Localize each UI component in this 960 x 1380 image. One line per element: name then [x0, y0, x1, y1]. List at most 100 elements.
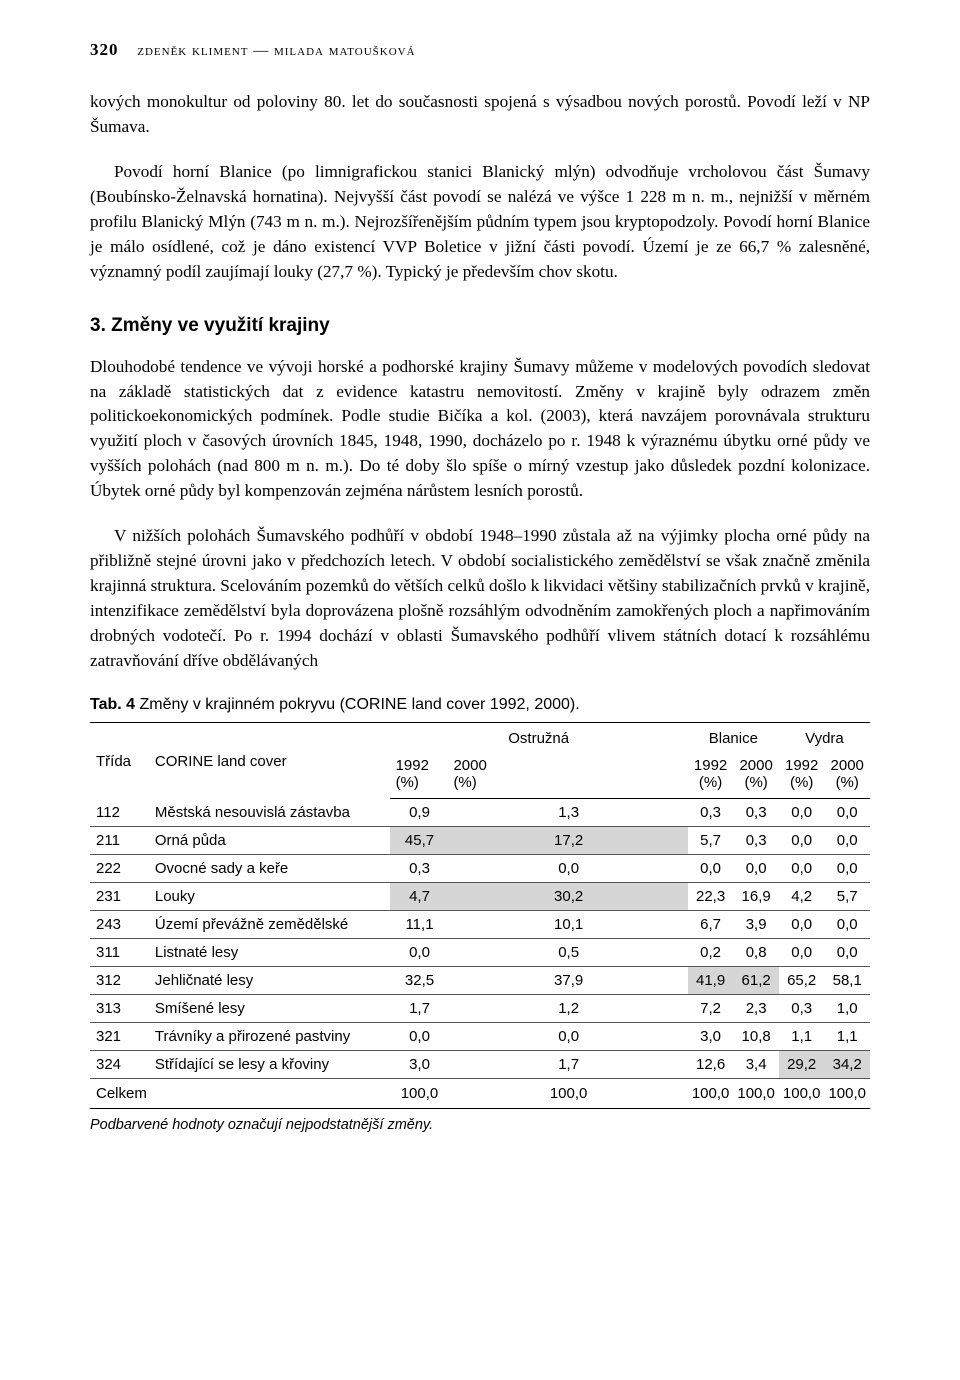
table-row: 112Městská nesouvislá zástavba0,91,30,30… — [90, 798, 870, 826]
cell-class-code: 231 — [90, 882, 151, 910]
cell-total-value: 100,0 — [779, 1078, 825, 1108]
cell-value: 0,3 — [733, 798, 779, 826]
cell-value: 0,0 — [390, 1022, 450, 1050]
cell-value: 0,2 — [688, 938, 734, 966]
cell-value: 3,0 — [688, 1022, 734, 1050]
th-year: 2000(%) — [824, 752, 870, 799]
cell-empty — [151, 1078, 390, 1108]
cell-class-name: Orná půda — [151, 826, 390, 854]
cell-value: 0,9 — [390, 798, 450, 826]
cell-value: 0,0 — [824, 938, 870, 966]
cell-value: 1,1 — [779, 1022, 825, 1050]
table-row: 243Území převážně zemědělské11,110,16,73… — [90, 910, 870, 938]
body-paragraph-2: Povodí horní Blanice (po limnigrafickou … — [90, 160, 870, 285]
cell-value: 0,0 — [824, 854, 870, 882]
cell-class-name: Městská nesouvislá zástavba — [151, 798, 390, 826]
cell-value: 0,0 — [733, 854, 779, 882]
table-row: 312Jehličnaté lesy32,537,941,961,265,258… — [90, 966, 870, 994]
cell-value: 1,7 — [449, 1050, 687, 1078]
cell-value: 61,2 — [733, 966, 779, 994]
cell-value: 2,3 — [733, 994, 779, 1022]
cell-value: 41,9 — [688, 966, 734, 994]
cell-value: 0,5 — [449, 938, 687, 966]
table-row: 231Louky4,730,222,316,94,25,7 — [90, 882, 870, 910]
cell-value: 0,0 — [449, 1022, 687, 1050]
table-row: 324Střídající se lesy a křoviny3,01,712,… — [90, 1050, 870, 1078]
cell-value: 4,7 — [390, 882, 450, 910]
cell-value: 22,3 — [688, 882, 734, 910]
cell-total-value: 100,0 — [824, 1078, 870, 1108]
body-paragraph-4: V nižších polohách Šumavského podhůří v … — [90, 524, 870, 674]
cell-value: 0,0 — [779, 938, 825, 966]
data-table: Třída CORINE land cover Ostružná Blanice… — [90, 722, 870, 1109]
cell-value: 17,2 — [449, 826, 687, 854]
cell-class-name: Střídající se lesy a křoviny — [151, 1050, 390, 1078]
cell-value: 6,7 — [688, 910, 734, 938]
cell-total-value: 100,0 — [688, 1078, 734, 1108]
cell-value: 29,2 — [779, 1050, 825, 1078]
cell-value: 0,0 — [779, 826, 825, 854]
cell-class-name: Jehličnaté lesy — [151, 966, 390, 994]
th-year: 1992(%) — [688, 752, 734, 799]
cell-class-code: 222 — [90, 854, 151, 882]
cell-class-code: 313 — [90, 994, 151, 1022]
cell-value: 0,0 — [779, 798, 825, 826]
table-caption-label: Tab. 4 — [90, 696, 135, 713]
cell-class-code: 321 — [90, 1022, 151, 1050]
cell-value: 12,6 — [688, 1050, 734, 1078]
cell-value: 7,2 — [688, 994, 734, 1022]
cell-class-code: 243 — [90, 910, 151, 938]
table-row: 321Trávníky a přirozené pastviny0,00,03,… — [90, 1022, 870, 1050]
cell-class-code: 211 — [90, 826, 151, 854]
header-authors: zdeněk kliment — milada matoušková — [137, 43, 415, 59]
cell-value: 34,2 — [824, 1050, 870, 1078]
th-corine: CORINE land cover — [151, 722, 390, 798]
page-number: 320 — [90, 40, 119, 59]
cell-value: 10,1 — [449, 910, 687, 938]
table-row-total: Celkem100,0100,0100,0100,0100,0100,0 — [90, 1078, 870, 1108]
cell-value: 0,3 — [390, 854, 450, 882]
cell-value: 0,3 — [779, 994, 825, 1022]
table-row: 313Smíšené lesy1,71,27,22,30,31,0 — [90, 994, 870, 1022]
th-year: 1992(%) — [390, 752, 450, 799]
cell-value: 0,0 — [449, 854, 687, 882]
cell-value: 5,7 — [824, 882, 870, 910]
th-class: Třída — [90, 722, 151, 798]
cell-class-code: 324 — [90, 1050, 151, 1078]
cell-value: 0,0 — [390, 938, 450, 966]
cell-value: 1,1 — [824, 1022, 870, 1050]
cell-value: 11,1 — [390, 910, 450, 938]
section-heading: 3. Změny ve využití krajiny — [90, 315, 870, 337]
cell-class-name: Území převážně zemědělské — [151, 910, 390, 938]
cell-value: 0,0 — [824, 826, 870, 854]
th-group-2: Vydra — [779, 722, 870, 752]
table-caption-text: Změny v krajinném pokryvu (CORINE land c… — [140, 696, 580, 713]
cell-value: 3,9 — [733, 910, 779, 938]
running-header: 320 zdeněk kliment — milada matoušková — [90, 40, 870, 60]
cell-value: 1,7 — [390, 994, 450, 1022]
th-year: 1992(%) — [779, 752, 825, 799]
th-year: 2000(%) — [733, 752, 779, 799]
table-row: 211Orná půda45,717,25,70,30,00,0 — [90, 826, 870, 854]
cell-value: 1,2 — [449, 994, 687, 1022]
cell-class-name: Louky — [151, 882, 390, 910]
table-footnote: Podbarvené hodnoty označují nejpodstatně… — [90, 1117, 870, 1133]
table-row: 222Ovocné sady a keře0,30,00,00,00,00,0 — [90, 854, 870, 882]
cell-value: 0,0 — [779, 910, 825, 938]
cell-value: 10,8 — [733, 1022, 779, 1050]
cell-value: 58,1 — [824, 966, 870, 994]
cell-value: 3,4 — [733, 1050, 779, 1078]
cell-value: 0,0 — [779, 854, 825, 882]
table-row: 311Listnaté lesy0,00,50,20,80,00,0 — [90, 938, 870, 966]
cell-class-code: 112 — [90, 798, 151, 826]
cell-value: 4,2 — [779, 882, 825, 910]
cell-class-code: 312 — [90, 966, 151, 994]
cell-value: 0,3 — [688, 798, 734, 826]
cell-value: 0,0 — [824, 910, 870, 938]
cell-value: 1,0 — [824, 994, 870, 1022]
cell-value: 3,0 — [390, 1050, 450, 1078]
cell-total-value: 100,0 — [390, 1078, 450, 1108]
cell-total-value: 100,0 — [449, 1078, 687, 1108]
cell-class-name: Trávníky a přirozené pastviny — [151, 1022, 390, 1050]
cell-class-name: Ovocné sady a keře — [151, 854, 390, 882]
